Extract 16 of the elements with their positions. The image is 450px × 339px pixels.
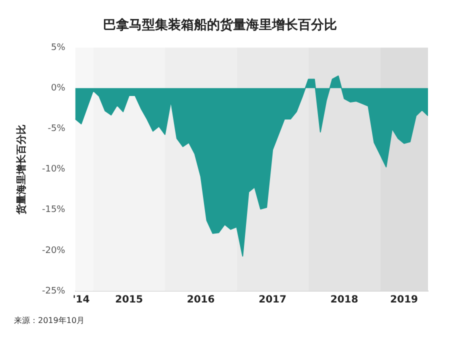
x-tick-label: 2016	[186, 294, 215, 306]
x-tick-label: '14	[72, 294, 90, 306]
y-tick-label: -5%	[48, 124, 66, 134]
y-tick-label: -10%	[42, 164, 66, 175]
source-note: 来源：2019年10月	[14, 316, 85, 325]
y-tick-label: -25%	[42, 286, 66, 296]
y-axis-title: 货量海里增长百分比	[16, 124, 28, 216]
y-tick-label: -20%	[42, 246, 66, 256]
y-tick-label: 5%	[50, 42, 66, 53]
x-tick-label: 2018	[330, 294, 358, 306]
x-tick-label: 2019	[390, 294, 418, 306]
y-tick-label: 0%	[50, 84, 66, 94]
x-tick-label: 2017	[258, 294, 287, 306]
x-tick-label: 2015	[115, 294, 144, 306]
y-tick-label: -15%	[42, 205, 66, 216]
chart-title: 巴拿马型集装箱船的货量海里增长百分比	[103, 17, 337, 34]
